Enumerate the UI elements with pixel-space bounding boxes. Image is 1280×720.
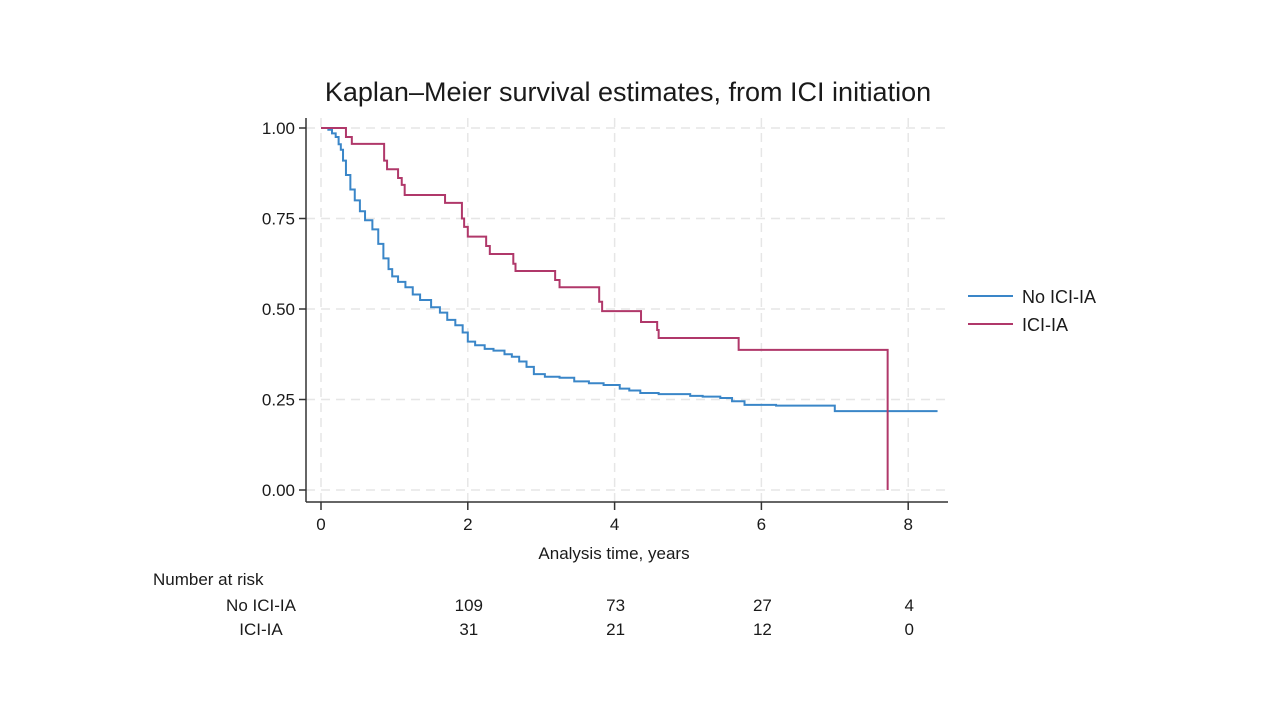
x-tick-label: 8 bbox=[903, 515, 912, 534]
y-tick-label: 0.25 bbox=[262, 391, 295, 410]
legend-label: ICI-IA bbox=[1022, 315, 1068, 335]
grid bbox=[306, 118, 948, 502]
x-axis-ticks: 0 2 4 6 8 bbox=[316, 502, 913, 534]
risk-row-label: ICI-IA bbox=[239, 620, 283, 639]
x-tick-label: 4 bbox=[610, 515, 619, 534]
risk-table: Number at risk No ICI-IA 109 73 27 4 ICI-IA 31… bbox=[153, 570, 914, 639]
chart-title: Kaplan–Meier survival estimates, from IC… bbox=[325, 77, 931, 107]
axes bbox=[305, 118, 948, 503]
y-axis-ticks: 0.00 0.25 0.50 0.75 1.00 bbox=[262, 119, 306, 500]
series-line-no-ici-ia bbox=[321, 127, 938, 413]
risk-value: 21 bbox=[606, 620, 625, 639]
x-tick-label: 2 bbox=[463, 515, 472, 534]
series-line-ici-ia bbox=[321, 127, 889, 490]
y-tick-label: 0.75 bbox=[262, 210, 295, 229]
risk-value: 12 bbox=[753, 620, 772, 639]
risk-value: 31 bbox=[459, 620, 478, 639]
risk-value: 27 bbox=[753, 596, 772, 615]
risk-value: 109 bbox=[455, 596, 483, 615]
x-tick-label: 0 bbox=[316, 515, 325, 534]
x-tick-label: 6 bbox=[757, 515, 766, 534]
risk-value: 0 bbox=[904, 620, 913, 639]
y-tick-label: 0.50 bbox=[262, 300, 295, 319]
risk-value: 73 bbox=[606, 596, 625, 615]
risk-row-label: No ICI-IA bbox=[226, 596, 297, 615]
y-tick-label: 1.00 bbox=[262, 119, 295, 138]
legend-label: No ICI-IA bbox=[1022, 287, 1096, 307]
legend: No ICI-IA ICI-IA bbox=[968, 287, 1096, 335]
series-group bbox=[321, 127, 938, 490]
risk-table-heading: Number at risk bbox=[153, 570, 264, 589]
risk-value: 4 bbox=[904, 596, 913, 615]
x-axis-label: Analysis time, years bbox=[538, 544, 689, 563]
y-tick-label: 0.00 bbox=[262, 481, 295, 500]
